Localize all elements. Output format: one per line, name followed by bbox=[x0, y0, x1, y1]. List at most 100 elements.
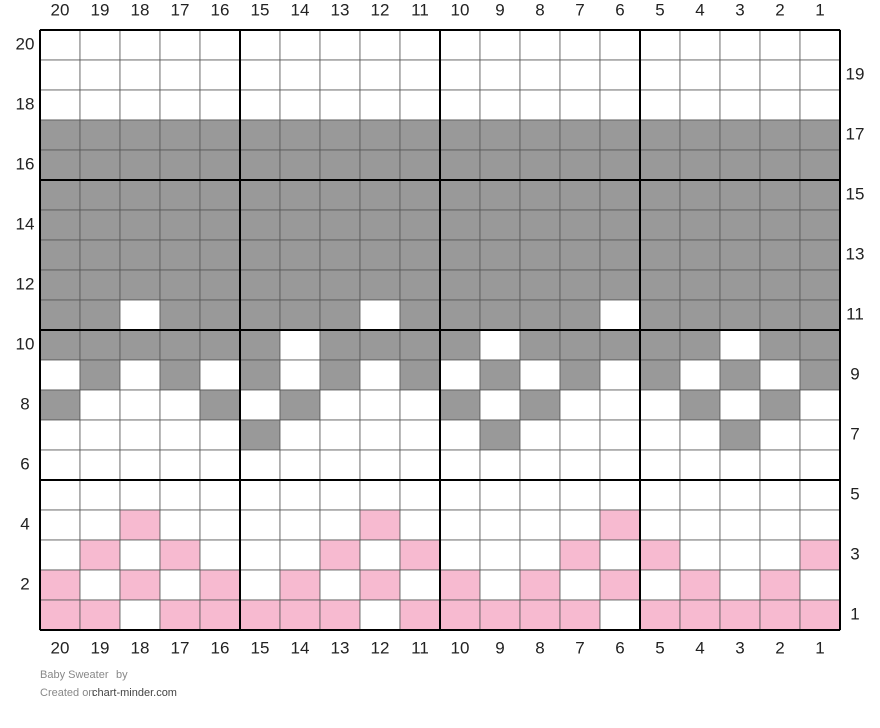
cell bbox=[359, 449, 401, 481]
cell bbox=[639, 479, 681, 511]
cell bbox=[359, 29, 401, 61]
cell bbox=[159, 449, 201, 481]
cell bbox=[679, 359, 721, 391]
cell bbox=[559, 419, 601, 451]
cell bbox=[759, 29, 801, 61]
cell bbox=[319, 479, 361, 511]
cell bbox=[679, 299, 721, 331]
cell bbox=[359, 509, 401, 541]
cell bbox=[759, 329, 801, 361]
column-label: 19 bbox=[91, 0, 110, 19]
cell bbox=[239, 389, 281, 421]
cell bbox=[199, 299, 241, 331]
cell bbox=[799, 599, 841, 631]
cell bbox=[439, 509, 481, 541]
column-label: 3 bbox=[735, 638, 744, 657]
cell bbox=[399, 539, 441, 571]
cell bbox=[79, 179, 121, 211]
cell bbox=[279, 599, 321, 631]
cell bbox=[199, 149, 241, 181]
cell bbox=[599, 239, 641, 271]
cell bbox=[239, 119, 281, 151]
cell bbox=[519, 449, 561, 481]
cell bbox=[799, 539, 841, 571]
cell bbox=[39, 209, 81, 241]
cell bbox=[119, 29, 161, 61]
cell bbox=[679, 539, 721, 571]
cell bbox=[519, 269, 561, 301]
column-label: 18 bbox=[131, 0, 150, 19]
cell bbox=[159, 239, 201, 271]
cell bbox=[679, 479, 721, 511]
cell bbox=[359, 599, 401, 631]
cell bbox=[679, 89, 721, 121]
cell bbox=[239, 539, 281, 571]
cell bbox=[559, 479, 601, 511]
cell bbox=[279, 179, 321, 211]
cell bbox=[719, 299, 761, 331]
cell bbox=[519, 89, 561, 121]
cell bbox=[519, 599, 561, 631]
cell bbox=[639, 599, 681, 631]
cell bbox=[639, 179, 681, 211]
cell bbox=[399, 449, 441, 481]
cell bbox=[439, 119, 481, 151]
cell bbox=[119, 389, 161, 421]
cell bbox=[719, 539, 761, 571]
cell bbox=[359, 329, 401, 361]
cell bbox=[399, 59, 441, 91]
cell bbox=[119, 419, 161, 451]
cell bbox=[479, 119, 521, 151]
cell bbox=[679, 29, 721, 61]
cell bbox=[639, 359, 681, 391]
cell bbox=[79, 599, 121, 631]
column-label: 19 bbox=[91, 638, 110, 657]
cell bbox=[39, 329, 81, 361]
cell bbox=[159, 539, 201, 571]
cell bbox=[519, 569, 561, 601]
cell bbox=[159, 59, 201, 91]
cell bbox=[319, 269, 361, 301]
cell bbox=[119, 179, 161, 211]
cell bbox=[599, 539, 641, 571]
cell bbox=[319, 569, 361, 601]
cell bbox=[79, 509, 121, 541]
cell bbox=[359, 479, 401, 511]
cell bbox=[679, 599, 721, 631]
cell bbox=[359, 389, 401, 421]
cell bbox=[599, 389, 641, 421]
cell bbox=[279, 119, 321, 151]
cell bbox=[239, 209, 281, 241]
cell bbox=[679, 509, 721, 541]
cell bbox=[519, 329, 561, 361]
cell bbox=[679, 329, 721, 361]
column-label: 11 bbox=[411, 638, 429, 657]
column-label: 16 bbox=[211, 0, 230, 19]
cell bbox=[519, 149, 561, 181]
by-text: by bbox=[116, 669, 128, 681]
cell bbox=[359, 119, 401, 151]
cell bbox=[279, 29, 321, 61]
cell bbox=[39, 239, 81, 271]
cell bbox=[559, 509, 601, 541]
cell bbox=[559, 239, 601, 271]
cell bbox=[119, 149, 161, 181]
cell bbox=[719, 239, 761, 271]
cell bbox=[639, 209, 681, 241]
cell bbox=[239, 449, 281, 481]
row-label: 13 bbox=[846, 244, 865, 263]
cell bbox=[439, 449, 481, 481]
cell bbox=[439, 209, 481, 241]
cell bbox=[319, 329, 361, 361]
cell bbox=[719, 149, 761, 181]
cell bbox=[599, 329, 641, 361]
column-label: 12 bbox=[371, 0, 390, 19]
cell bbox=[359, 539, 401, 571]
cell bbox=[799, 209, 841, 241]
cell bbox=[799, 419, 841, 451]
cell bbox=[679, 119, 721, 151]
cell bbox=[759, 119, 801, 151]
cell bbox=[239, 599, 281, 631]
cell bbox=[319, 29, 361, 61]
cell bbox=[639, 269, 681, 301]
